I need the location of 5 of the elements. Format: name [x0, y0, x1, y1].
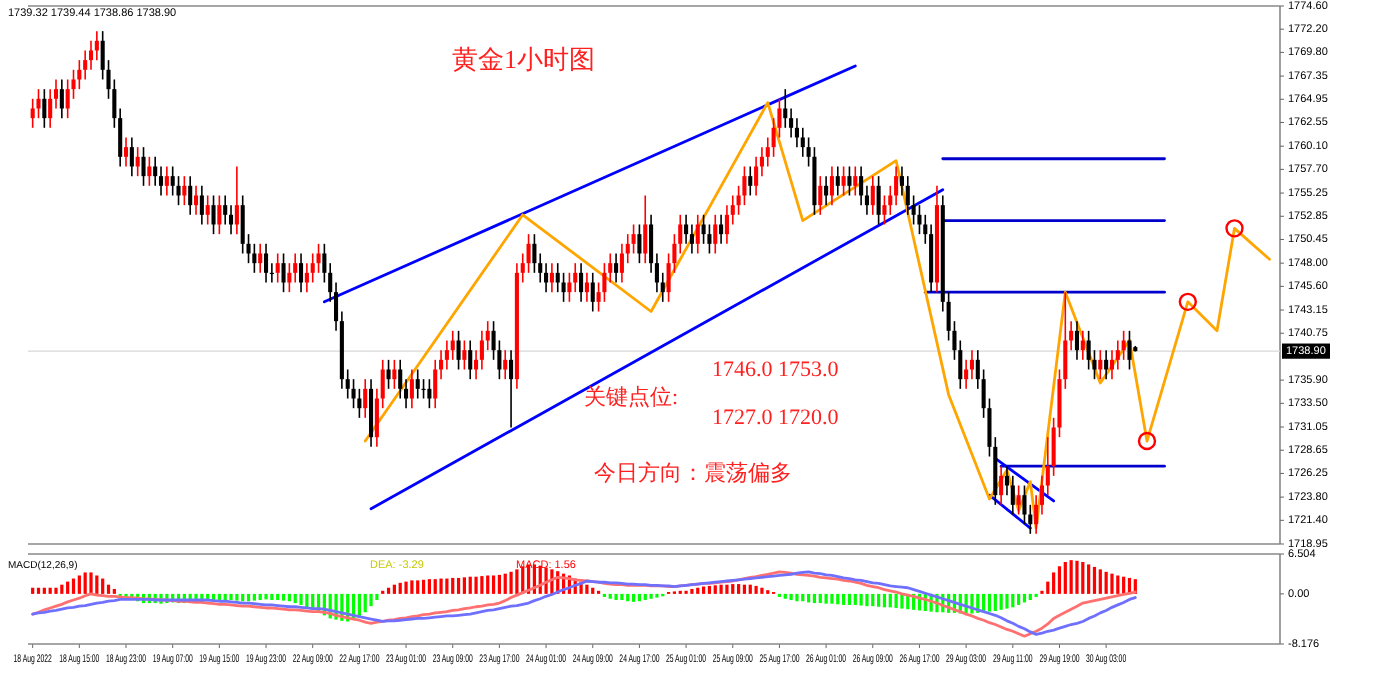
annotation: 关键点位:	[584, 384, 679, 410]
annotation: 今日方向：震荡偏多	[594, 460, 792, 486]
text: 黄金1小时图	[452, 44, 595, 74]
annotation: 1727.0 1720.0	[712, 406, 840, 430]
annotation: 1746.0 1753.0	[712, 358, 840, 382]
